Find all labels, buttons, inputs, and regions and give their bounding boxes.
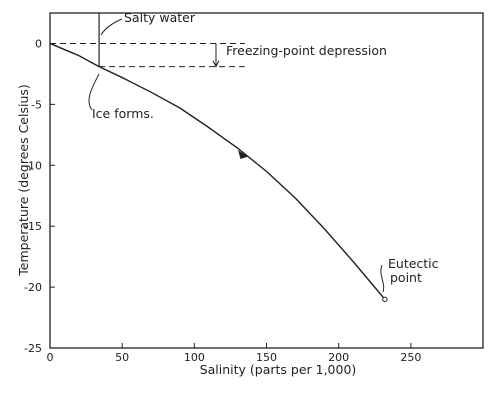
y-tick-label--5: -5 [31,98,42,111]
eutectic-point-marker [382,296,388,302]
eutectic-leader [380,264,385,293]
reference-lines [50,13,245,68]
ice-forms-leader [88,73,100,111]
x-tick-label-50: 50 [115,351,129,364]
y-tick-label--20: -20 [24,281,42,294]
y-tick-label--25: -25 [24,342,42,355]
series [49,42,388,302]
x-tick-label-150: 150 [256,351,277,364]
annotation-freezing-point-depression: Freezing-point depression [226,43,387,58]
annotation-ice-forms: Ice forms. [92,106,154,121]
x-tick-label-0: 0 [47,351,54,364]
annotations: Salty water Freezing-point depression Ice … [88,10,439,293]
y-tick-label--15: -15 [24,220,42,233]
plot-border [49,12,484,349]
y-tick-label--10: -10 [24,159,42,172]
annotation-salty-water: Salty water [124,10,196,25]
ticks: 0 50 100 150 200 250 0 -5 -10 -15 -20 -25 [24,37,421,364]
x-tick-label-250: 250 [400,351,421,364]
series-line-0 [49,42,386,300]
x-tick-label-200: 200 [328,351,349,364]
depression-arrowhead [212,60,220,68]
annotation-eutectic: Eutectic [388,256,439,271]
direction-arrowhead [238,150,249,159]
y-tick-label-0: 0 [35,37,42,50]
x-axis-label: Salinity (parts per 1,000) [200,362,357,377]
y-axis-label: Temperature (degrees Celsius) [16,84,31,277]
annotation-point: point [390,270,422,285]
x-tick-label-100: 100 [184,351,205,364]
salty-water-leader [100,18,123,36]
plot-frame [49,12,484,349]
